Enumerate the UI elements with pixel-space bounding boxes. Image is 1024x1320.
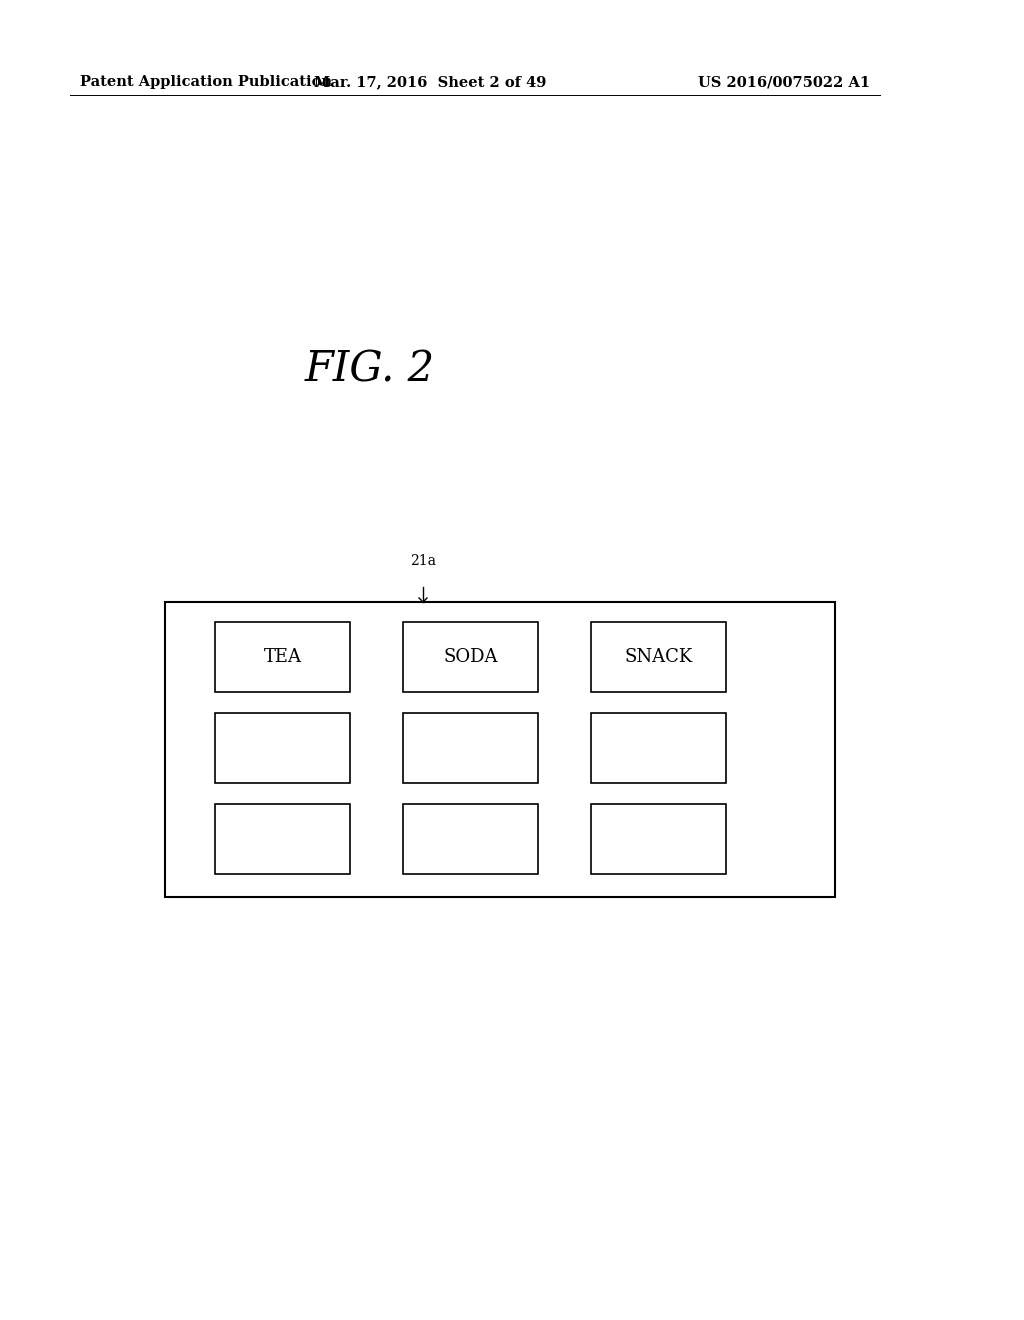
Bar <box>591 713 726 783</box>
Bar <box>215 713 350 783</box>
Bar <box>403 804 538 874</box>
Text: Patent Application Publication: Patent Application Publication <box>80 75 332 88</box>
Text: Mar. 17, 2016  Sheet 2 of 49: Mar. 17, 2016 Sheet 2 of 49 <box>313 75 546 88</box>
Text: 21a: 21a <box>410 554 436 568</box>
Bar <box>403 713 538 783</box>
Text: FIG. 2: FIG. 2 <box>305 348 435 391</box>
Bar <box>165 602 835 898</box>
Text: US 2016/0075022 A1: US 2016/0075022 A1 <box>698 75 870 88</box>
Text: SNACK: SNACK <box>625 648 692 667</box>
Text: TEA: TEA <box>263 648 301 667</box>
Bar <box>403 622 538 692</box>
Bar <box>591 804 726 874</box>
Bar <box>215 804 350 874</box>
Bar <box>215 622 350 692</box>
Bar <box>591 622 726 692</box>
Text: SODA: SODA <box>443 648 498 667</box>
